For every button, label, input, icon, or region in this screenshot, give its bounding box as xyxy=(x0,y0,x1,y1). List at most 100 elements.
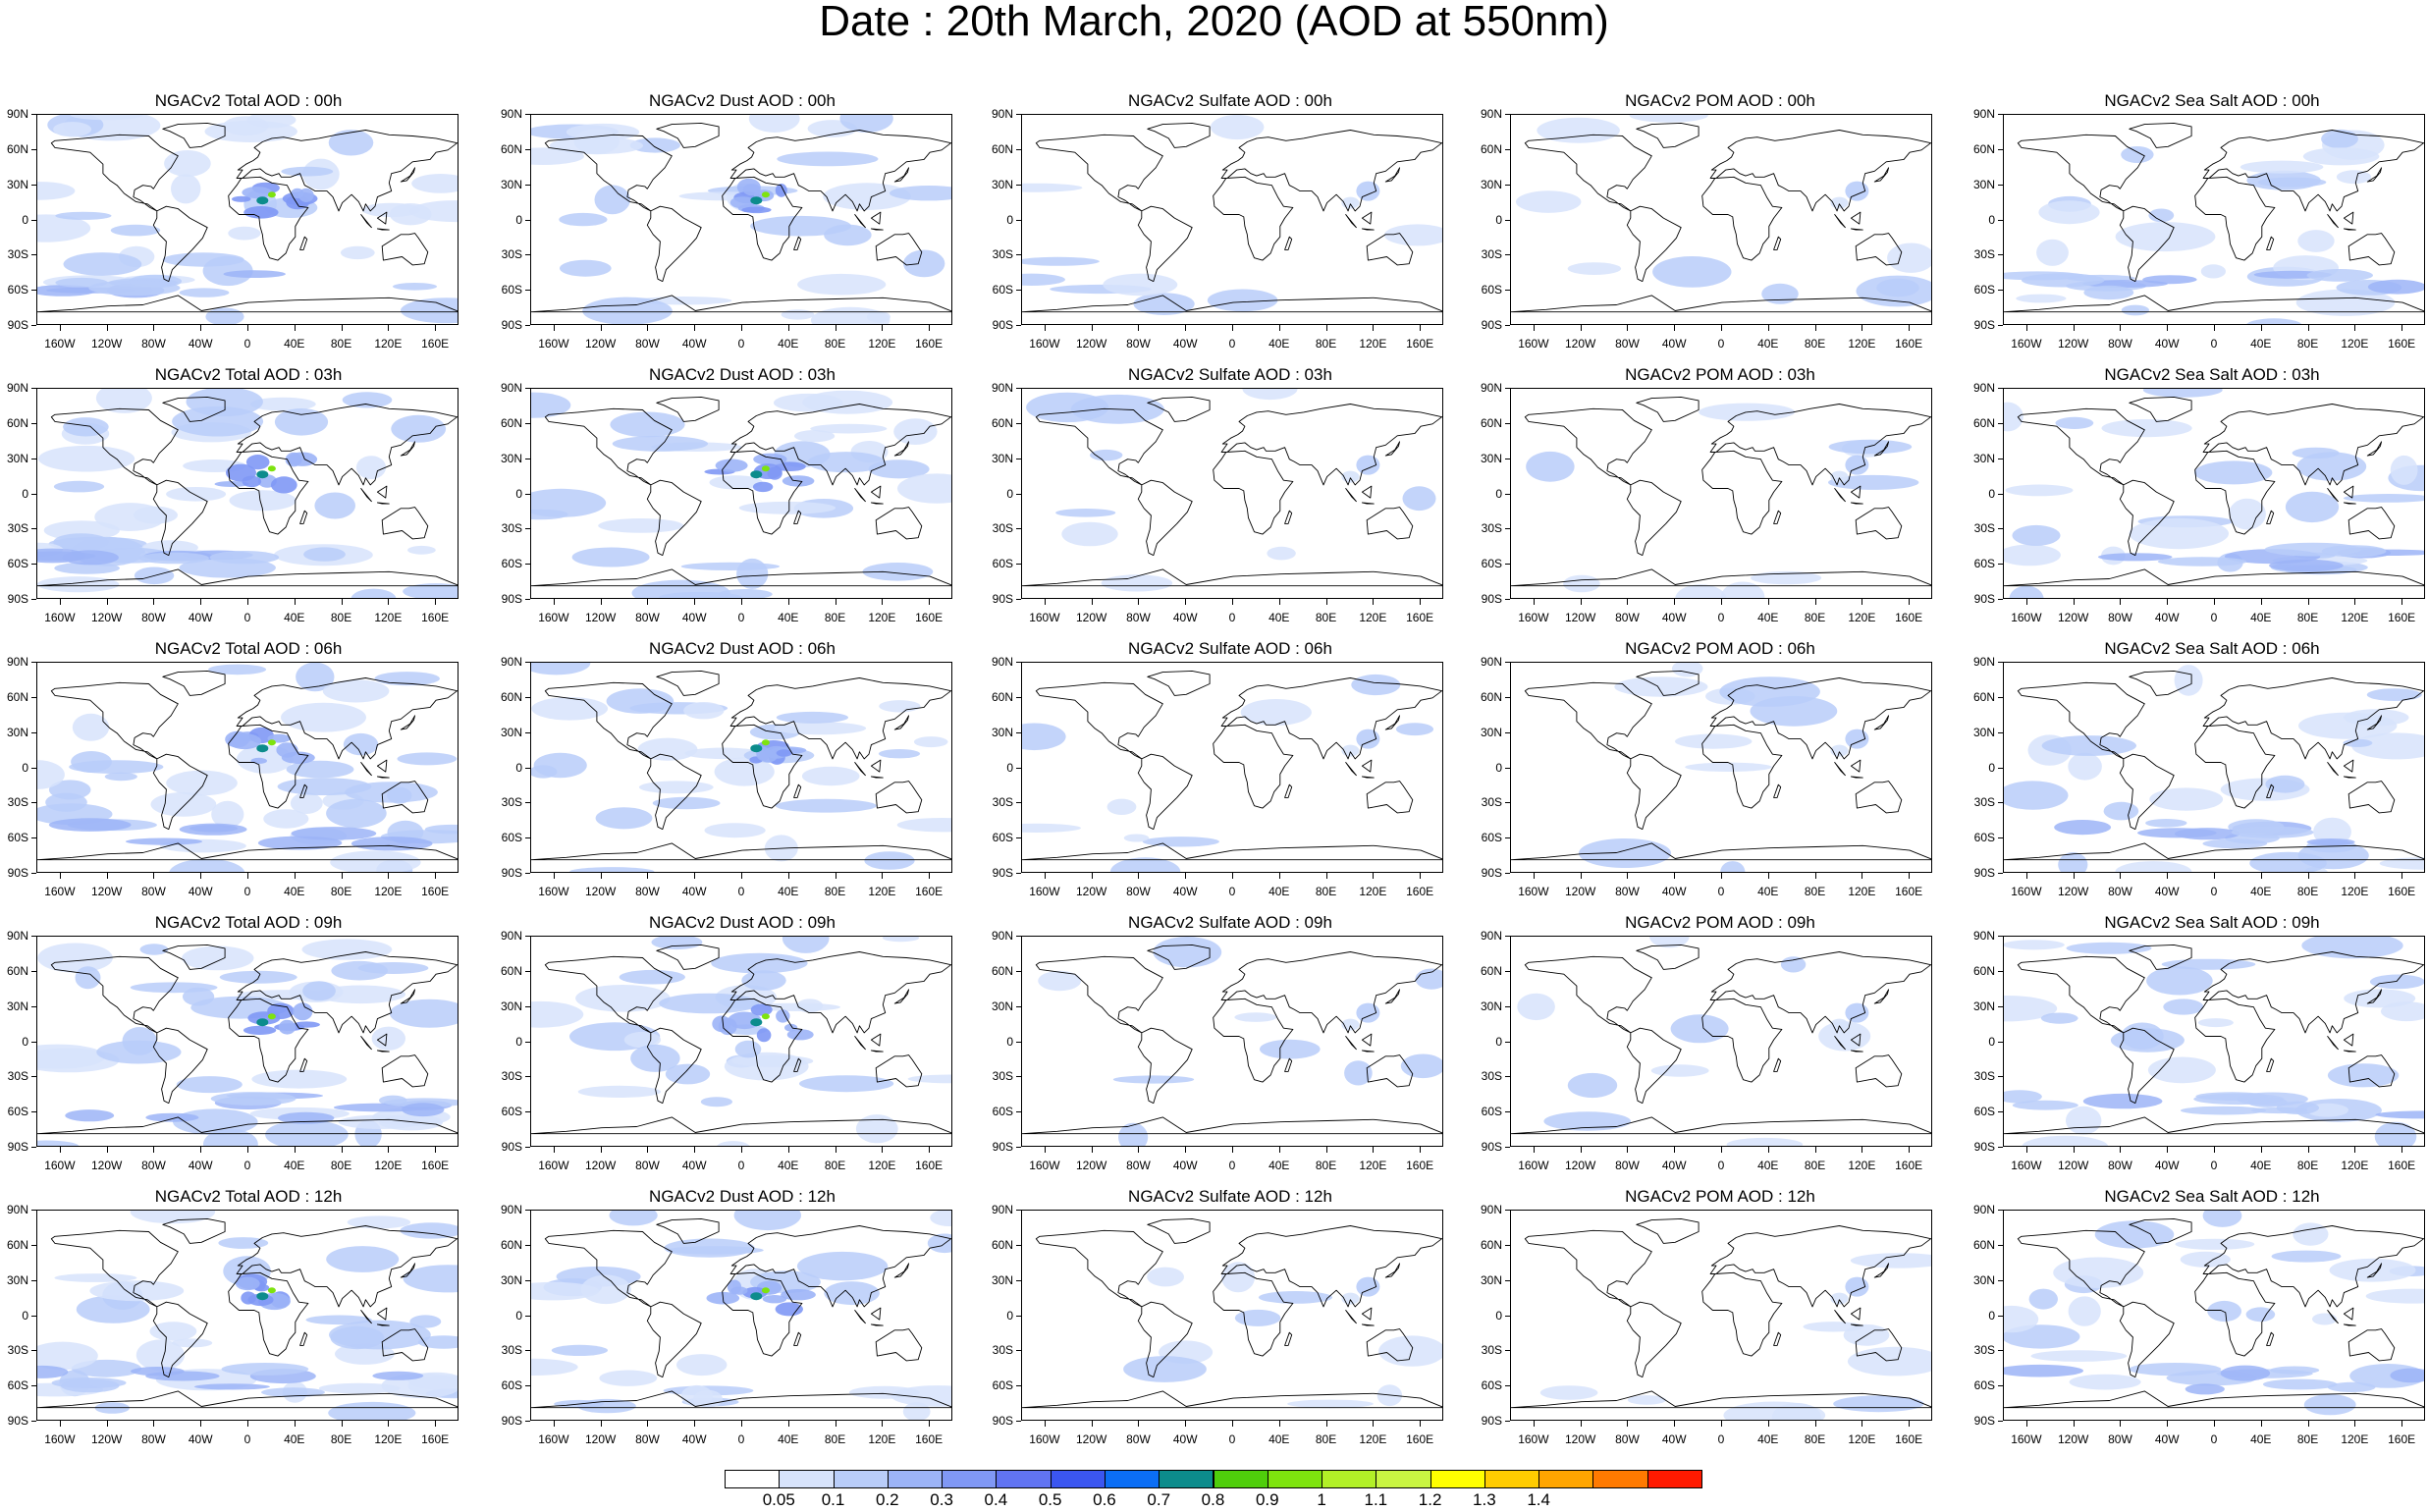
lat-tick xyxy=(1505,731,1510,733)
lon-tick xyxy=(341,1147,343,1153)
lon-tick-label: 40E xyxy=(1268,1159,1290,1172)
lon-tick xyxy=(1674,599,1676,605)
lat-tick xyxy=(1016,1147,1021,1148)
lat-tick xyxy=(1016,422,1021,424)
lon-tick xyxy=(1325,325,1327,331)
map-panel xyxy=(1510,114,1932,325)
lon-tick xyxy=(1373,599,1375,605)
lat-tick-label: 60N xyxy=(1972,689,1995,704)
lat-tick xyxy=(525,1421,530,1422)
lat-tick-label: 90N xyxy=(991,107,1013,121)
lat-tick-label: 0 xyxy=(22,1034,28,1049)
colorbar-cell xyxy=(1376,1470,1431,1488)
lat-tick-label: 30S xyxy=(992,795,1013,810)
lon-tick xyxy=(1044,873,1046,879)
map-panel xyxy=(1021,936,1443,1147)
lon-tick-label: 40W xyxy=(681,337,707,351)
lon-tick xyxy=(2167,325,2169,331)
lat-tick xyxy=(1016,731,1021,733)
map-svg xyxy=(37,1211,458,1420)
lon-tick-label: 40W xyxy=(681,1159,707,1172)
lat-tick xyxy=(31,1210,36,1211)
lat-tick xyxy=(31,1111,36,1113)
lon-tick xyxy=(2307,1421,2309,1427)
lon-tick-label: 40E xyxy=(2250,337,2272,351)
lat-tick-label: 30N xyxy=(6,177,28,191)
lon-tick xyxy=(1721,599,1722,605)
lon-tick xyxy=(1580,1421,1582,1427)
lat-tick xyxy=(1016,1279,1021,1281)
lat-tick xyxy=(31,388,36,389)
lat-tick xyxy=(525,564,530,566)
lon-tick-label: 160W xyxy=(2011,1432,2042,1446)
lat-tick xyxy=(525,873,530,874)
lon-tick-label: 40W xyxy=(1661,1159,1687,1172)
lon-tick-label: 40E xyxy=(284,611,305,624)
lon-tick-label: 80W xyxy=(2108,885,2132,898)
lon-tick xyxy=(1420,1421,1422,1427)
lon-tick-label: 80W xyxy=(2108,611,2132,624)
lon-tick xyxy=(1420,599,1422,605)
lon-tick-label: 0 xyxy=(2210,1432,2218,1446)
lat-tick-label: 60S xyxy=(1973,1378,1995,1393)
lat-tick xyxy=(1998,1210,2003,1211)
lon-tick-label: 160W xyxy=(44,1159,76,1172)
lat-tick-label: 60S xyxy=(1973,283,1995,297)
lon-tick-label: 0 xyxy=(1228,1432,1236,1446)
lat-tick xyxy=(1016,1350,1021,1352)
lat-tick xyxy=(31,1076,36,1078)
lon-tick xyxy=(2214,325,2215,331)
lat-tick xyxy=(1998,599,2003,600)
map-svg xyxy=(1511,937,1931,1146)
lat-tick xyxy=(1505,219,1510,221)
lon-tick xyxy=(1232,1421,1233,1427)
colorbar-cell xyxy=(1267,1470,1323,1488)
lon-tick-label: 40E xyxy=(2250,1432,2272,1446)
lon-tick xyxy=(1373,1147,1375,1153)
lon-tick xyxy=(153,1147,155,1153)
lat-tick xyxy=(1998,1244,2003,1246)
lon-tick xyxy=(2073,1147,2075,1153)
lon-tick-label: 0 xyxy=(243,337,251,351)
map-panel xyxy=(1021,662,1443,873)
lat-tick xyxy=(1016,1385,1021,1387)
lat-tick-label: 60S xyxy=(992,283,1013,297)
lat-tick-label: 90N xyxy=(1480,381,1502,395)
lat-tick xyxy=(1505,564,1510,566)
lon-tick xyxy=(1091,325,1093,331)
lat-tick xyxy=(31,1244,36,1246)
lon-tick-label: 120E xyxy=(1359,1159,1387,1172)
lon-tick xyxy=(388,1147,390,1153)
lat-tick-label: 90N xyxy=(991,929,1013,943)
lat-tick-label: 60S xyxy=(1973,557,1995,571)
lat-tick-label: 60N xyxy=(6,1237,28,1252)
lon-tick-label: 120W xyxy=(90,1432,123,1446)
lat-tick-label: 60N xyxy=(6,141,28,156)
lat-tick xyxy=(1016,1076,1021,1078)
map-svg xyxy=(1022,115,1442,315)
lat-tick-label: 30S xyxy=(992,521,1013,536)
lon-tick xyxy=(153,325,155,331)
coastline xyxy=(37,944,458,1135)
lat-tick xyxy=(1998,767,2003,769)
lon-tick xyxy=(59,325,61,331)
lon-tick-label: 160W xyxy=(538,885,569,898)
lon-tick-label: 160E xyxy=(915,1432,944,1446)
lon-tick-label: 80E xyxy=(330,885,352,898)
lon-tick xyxy=(2307,873,2309,879)
lon-tick-label: 0 xyxy=(1228,611,1236,624)
lon-tick xyxy=(435,1421,437,1427)
lon-tick-label: 120W xyxy=(90,611,123,624)
lon-tick-label: 80W xyxy=(2108,337,2132,351)
lat-tick xyxy=(1505,528,1510,530)
lon-tick-label: 160W xyxy=(1518,1432,1549,1446)
lon-tick-label: 120E xyxy=(1848,611,1876,624)
colorbar-cell xyxy=(1159,1470,1214,1488)
lon-tick xyxy=(1278,1421,1280,1427)
lat-tick xyxy=(31,422,36,424)
lat-tick-label: 60S xyxy=(7,557,28,571)
lon-tick-label: 40W xyxy=(1172,611,1198,624)
lat-tick-label: 90N xyxy=(1480,107,1502,121)
lat-tick-label: 60S xyxy=(992,831,1013,845)
lat-tick-label: 90N xyxy=(1972,655,1995,669)
